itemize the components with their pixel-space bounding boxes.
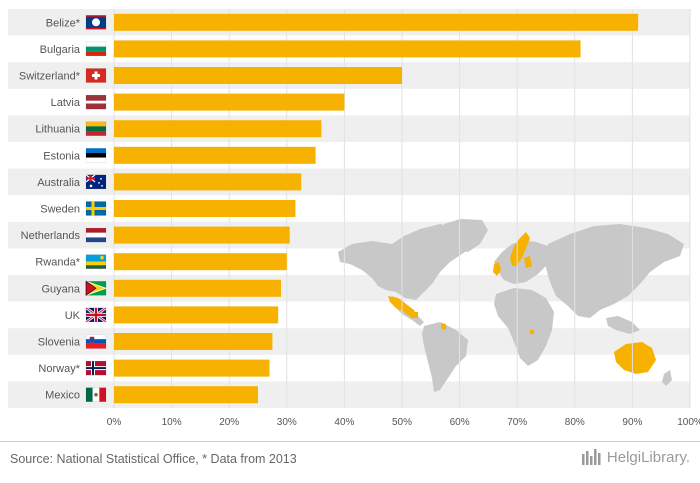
x-tick-label: 60% [450,417,470,428]
bar[interactable] [114,146,316,164]
map-new-zealand [662,370,672,386]
chart-svg: Belize* Bulgaria Switzerland* Latvia Lithuan… [8,9,700,428]
map-australia-highlight [614,342,656,374]
map-uk-highlight [493,262,501,276]
bar[interactable] [114,40,581,58]
map-greenland [444,219,488,252]
x-tick-label: 90% [622,417,642,428]
australia-flag-icon [85,174,107,190]
category-label: Sweden [40,204,80,216]
category-label: Belize* [46,17,81,29]
estonia-flag-icon [85,148,107,163]
brand-logo[interactable]: HelgiLibrary. [581,448,690,466]
category-label: Rwanda* [35,257,80,269]
rwanda-flag-icon [85,254,107,269]
map-asia [546,224,684,318]
bar-chart: Belize* Bulgaria Switzerland* Latvia Lithuan… [8,9,700,428]
map-belize-highlight [414,312,418,318]
slovenia-flag-icon [85,334,107,349]
bar[interactable] [114,67,402,84]
category-label: Netherlands [21,230,81,242]
x-tick-label: 0% [107,417,122,428]
norway-flag-icon [85,360,107,376]
bar[interactable] [114,306,279,324]
brand-name: HelgiLibrary. [606,448,690,466]
map-scandinavia-highlight [510,232,530,266]
bar[interactable] [114,93,345,111]
library-icon [581,449,601,465]
uk-flag-icon [85,306,107,323]
x-tick-label: 20% [219,417,239,428]
map-north-america [338,224,480,300]
bar[interactable] [114,386,258,404]
category-label: Lithuania [35,124,81,136]
bar[interactable] [114,200,296,217]
world-map-background [338,219,684,392]
map-europe [494,240,552,284]
category-label: Norway* [38,363,80,375]
sweden-flag-icon [85,201,107,216]
bar[interactable] [114,253,287,271]
category-label: Guyana [41,283,80,295]
map-mexico-highlight [388,296,418,318]
map-africa [494,288,554,366]
x-tick-label: 30% [277,417,297,428]
lithuania-flag-icon [85,121,107,136]
category-label: UK [65,310,81,322]
bar[interactable] [114,13,639,31]
bulgaria-flag-icon [85,41,107,57]
switzerland-flag-icon [85,68,107,83]
map-baltics-highlight [524,256,532,268]
x-tick-label: 100% [677,417,700,428]
row-stripe [8,168,690,196]
row-stripe [8,328,690,355]
source-note: Source: National Statistical Office, * D… [10,452,297,466]
category-label: Bulgaria [40,44,81,56]
map-se-asia [606,316,640,334]
category-label: Estonia [43,150,81,162]
map-south-america [422,322,468,392]
row-stripe [8,381,690,408]
category-label: Latvia [51,97,81,109]
footer-divider [0,441,700,442]
x-tick-label: 70% [507,417,527,428]
latvia-flag-icon [85,94,107,110]
category-label: Australia [37,177,81,189]
bar[interactable] [114,333,273,350]
map-guyana-highlight [441,323,446,330]
mexico-flag-icon [85,387,107,402]
bar[interactable] [114,173,302,191]
row-stripe [8,115,690,142]
x-tick-label: 10% [162,417,182,428]
x-tick-label: 50% [392,417,412,428]
category-label: Mexico [45,390,80,402]
map-rwanda-highlight [530,330,534,334]
bar[interactable] [114,120,322,138]
netherlands-flag-icon [85,227,107,243]
bar[interactable] [114,226,290,244]
belize-flag-icon [85,15,107,30]
bar[interactable] [114,279,282,297]
category-label: Switzerland* [19,71,81,83]
x-tick-label: 80% [565,417,585,428]
bar[interactable] [114,359,270,377]
guyana-flag-icon [85,280,108,296]
x-tick-label: 40% [334,417,354,428]
category-label: Slovenia [38,337,81,349]
